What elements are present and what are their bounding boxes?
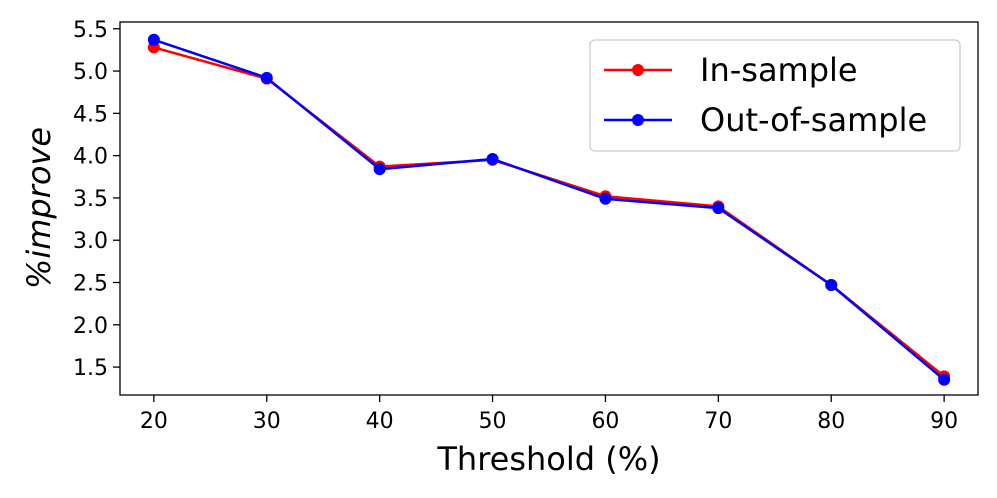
x-tick-label: 60 xyxy=(591,409,619,434)
legend: In-sample Out-of-sample xyxy=(589,39,961,152)
data-point-out-of-sample xyxy=(373,163,386,176)
data-point-out-of-sample xyxy=(825,279,838,292)
x-tick-label: 70 xyxy=(704,409,732,434)
x-tick-label: 80 xyxy=(817,409,845,434)
x-tick-label: 30 xyxy=(253,409,281,434)
series-layer xyxy=(147,33,951,386)
x-axis-ticks: 20 30 40 50 60 70 80 90 xyxy=(140,395,958,434)
x-axis-title: Threshold (%) xyxy=(436,440,660,478)
plot-area-frame xyxy=(119,21,979,396)
data-point-out-of-sample xyxy=(486,153,499,166)
y-axis-title: %improve xyxy=(20,127,58,289)
y-tick-label: 2.0 xyxy=(73,314,108,339)
y-tick-label: 5.5 xyxy=(73,18,108,43)
y-tick-label: 4.0 xyxy=(73,145,108,170)
x-tick-label: 40 xyxy=(366,409,394,434)
legend-marker-in-sample xyxy=(632,64,644,76)
data-point-out-of-sample xyxy=(260,71,273,84)
series-line-out-of-sample xyxy=(153,38,945,381)
data-point-out-of-sample xyxy=(599,192,612,205)
x-tick-label: 90 xyxy=(930,409,958,434)
data-point-out-of-sample xyxy=(938,373,951,386)
x-tick-label: 20 xyxy=(140,409,168,434)
y-tick-label: 5.0 xyxy=(73,60,108,85)
legend-label-in-sample: In-sample xyxy=(700,51,858,89)
x-tick-label: 50 xyxy=(479,409,507,434)
y-tick-label: 3.0 xyxy=(73,229,108,254)
y-axis-ticks: 1.5 2.0 2.5 3.0 3.5 4.0 4.5 5.0 5.5 xyxy=(73,18,120,381)
legend-marker-out-of-sample xyxy=(632,114,644,126)
data-point-out-of-sample xyxy=(147,33,160,46)
legend-label-out-of-sample: Out-of-sample xyxy=(700,101,927,139)
y-tick-label: 2.5 xyxy=(73,272,108,297)
legend-frame xyxy=(589,39,961,152)
data-point-out-of-sample xyxy=(712,202,725,215)
y-tick-label: 1.5 xyxy=(73,356,108,381)
y-tick-label: 4.5 xyxy=(73,102,108,127)
y-tick-label: 3.5 xyxy=(73,187,108,212)
